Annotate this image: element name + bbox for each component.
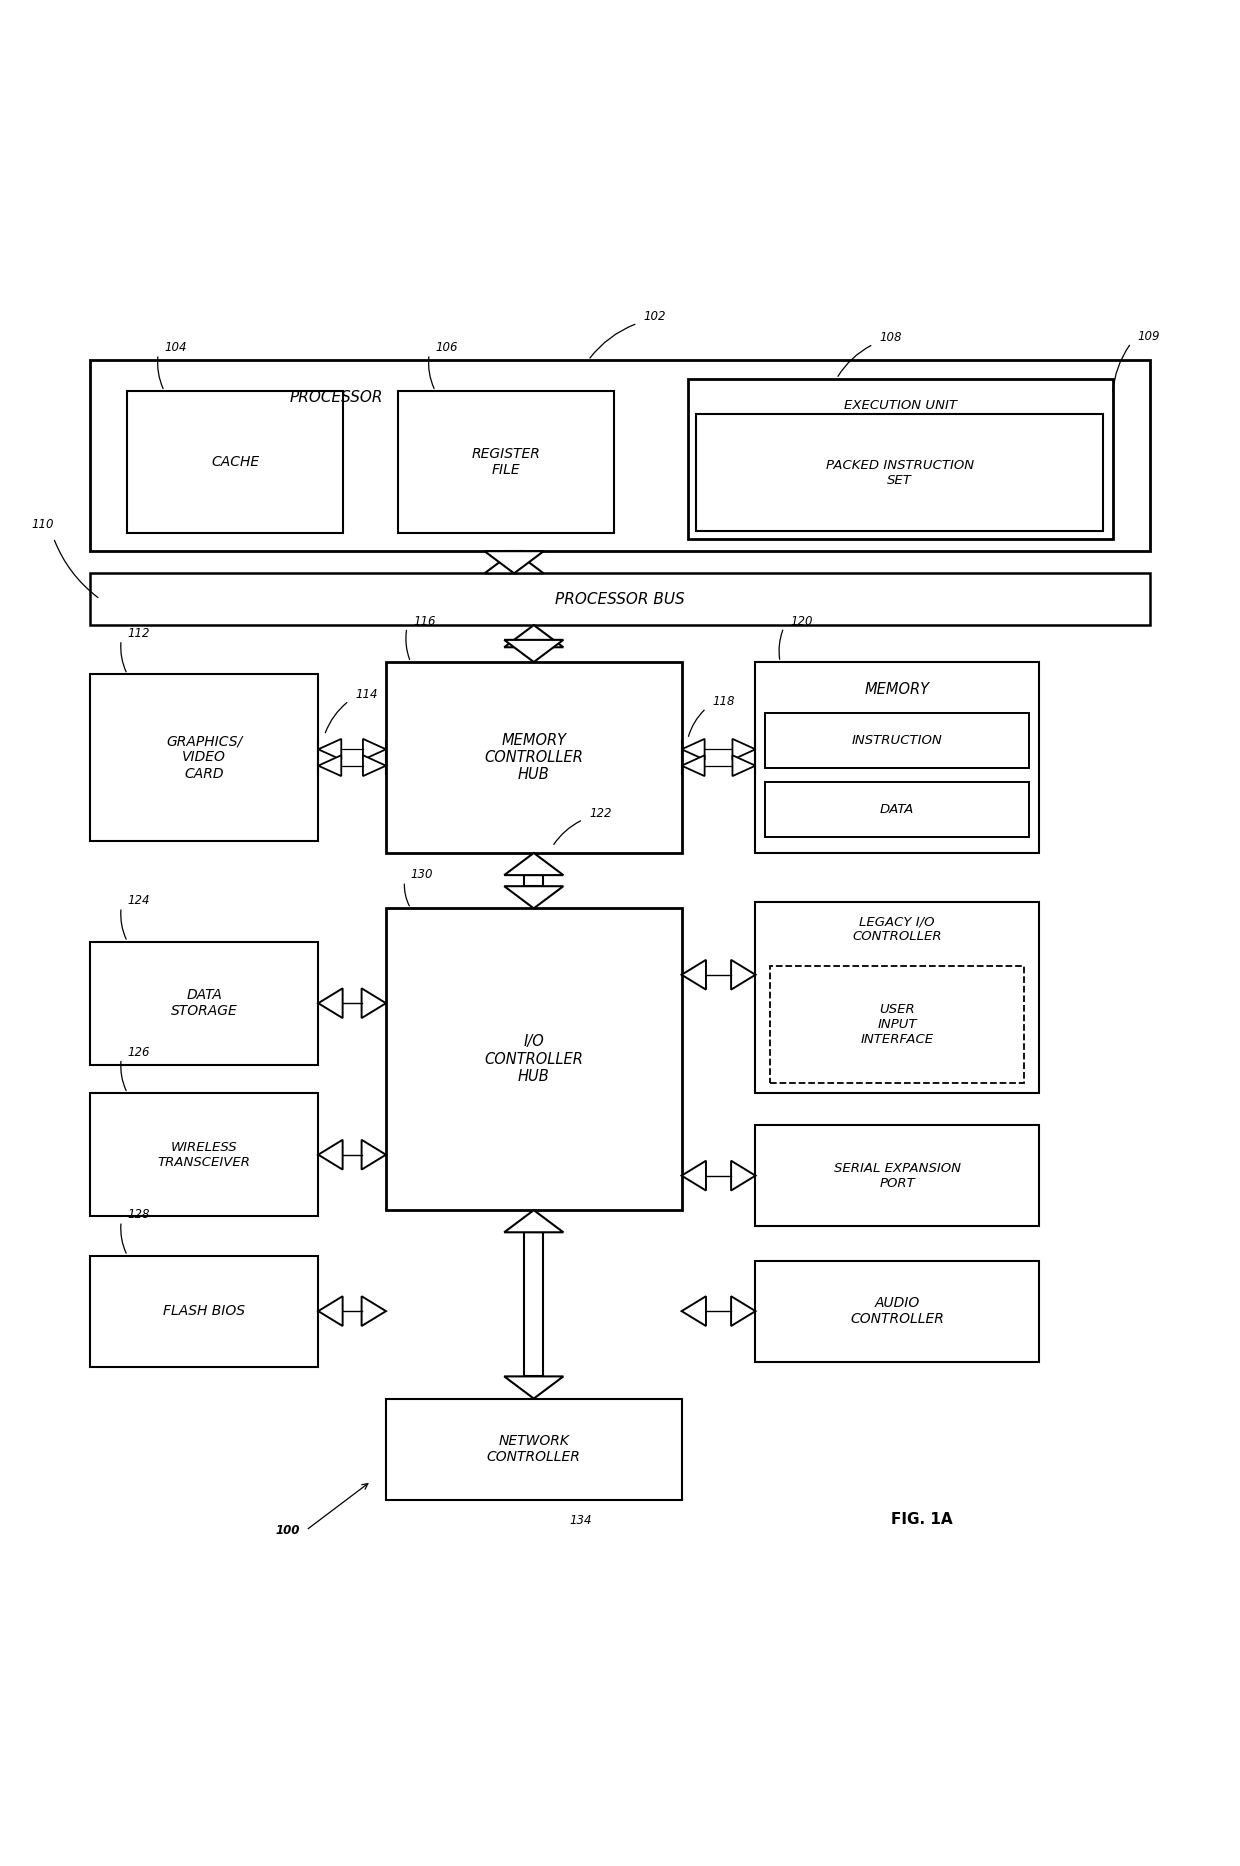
Polygon shape [319,739,341,759]
Polygon shape [505,1377,563,1400]
Polygon shape [319,1140,342,1170]
Text: FLASH BIOS: FLASH BIOS [164,1304,246,1317]
FancyBboxPatch shape [386,909,682,1211]
FancyBboxPatch shape [755,901,1039,1093]
Text: 110: 110 [31,519,53,532]
Text: FIG. 1A: FIG. 1A [892,1511,952,1526]
Text: 116: 116 [413,614,435,627]
FancyBboxPatch shape [765,713,1029,769]
FancyBboxPatch shape [688,379,1112,539]
Text: SERIAL EXPANSION
PORT: SERIAL EXPANSION PORT [833,1163,961,1191]
Text: 126: 126 [128,1045,150,1058]
Text: EXECUTION UNIT: EXECUTION UNIT [843,399,957,412]
Text: 114: 114 [355,689,378,702]
Text: PROCESSOR: PROCESSOR [290,390,383,405]
Text: 108: 108 [879,332,901,343]
Text: 104: 104 [164,341,187,355]
FancyBboxPatch shape [91,1093,319,1217]
FancyBboxPatch shape [755,1261,1039,1362]
Text: PROCESSOR BUS: PROCESSOR BUS [556,592,684,606]
Text: MEMORY
CONTROLLER
HUB: MEMORY CONTROLLER HUB [485,733,583,782]
Polygon shape [682,1161,706,1191]
Polygon shape [505,640,563,662]
Polygon shape [319,989,342,1019]
Text: 102: 102 [644,310,666,323]
FancyBboxPatch shape [386,1400,682,1500]
Polygon shape [505,625,563,648]
Polygon shape [682,959,706,989]
Text: CACHE: CACHE [211,455,259,468]
Text: 134: 134 [569,1513,591,1526]
Text: LEGACY I/O
CONTROLLER: LEGACY I/O CONTROLLER [852,916,942,944]
Text: MEMORY: MEMORY [864,681,930,696]
Polygon shape [362,989,386,1019]
Text: 109: 109 [1137,330,1159,343]
FancyBboxPatch shape [91,674,319,840]
Text: DATA
STORAGE: DATA STORAGE [171,989,238,1019]
Polygon shape [485,550,543,573]
FancyBboxPatch shape [770,967,1024,1084]
FancyBboxPatch shape [91,360,1149,550]
FancyBboxPatch shape [128,392,343,532]
Polygon shape [319,756,341,776]
Polygon shape [485,550,543,573]
Text: WIRELESS
TRANSCEIVER: WIRELESS TRANSCEIVER [157,1140,250,1168]
FancyBboxPatch shape [765,782,1029,838]
FancyBboxPatch shape [755,1125,1039,1226]
FancyBboxPatch shape [697,414,1102,532]
FancyBboxPatch shape [91,942,319,1065]
FancyBboxPatch shape [398,392,614,532]
FancyBboxPatch shape [525,1232,543,1377]
Polygon shape [732,1161,755,1191]
Text: 124: 124 [128,894,150,907]
Text: 122: 122 [589,806,611,819]
Text: 118: 118 [712,696,735,709]
Polygon shape [362,1297,386,1327]
Text: 106: 106 [435,341,458,355]
FancyBboxPatch shape [386,662,682,853]
Text: DATA: DATA [880,802,914,815]
Text: AUDIO
CONTROLLER: AUDIO CONTROLLER [851,1297,944,1327]
Polygon shape [733,739,755,759]
Text: 112: 112 [128,627,150,640]
Polygon shape [363,756,386,776]
Text: NETWORK
CONTROLLER: NETWORK CONTROLLER [487,1433,580,1465]
Polygon shape [363,739,386,759]
Polygon shape [362,1140,386,1170]
Polygon shape [505,853,563,875]
Polygon shape [732,959,755,989]
Polygon shape [505,1211,563,1232]
FancyBboxPatch shape [91,1256,319,1366]
Text: INSTRUCTION: INSTRUCTION [852,733,942,746]
FancyBboxPatch shape [755,662,1039,853]
Polygon shape [319,1297,342,1327]
Polygon shape [682,1297,706,1327]
Text: I/O
CONTROLLER
HUB: I/O CONTROLLER HUB [485,1034,583,1084]
Text: 128: 128 [128,1207,150,1220]
FancyBboxPatch shape [525,640,543,648]
Polygon shape [682,756,704,776]
Polygon shape [732,1297,755,1327]
Text: 100: 100 [275,1523,300,1536]
Polygon shape [682,739,704,759]
Text: USER
INPUT
INTERFACE: USER INPUT INTERFACE [861,1004,934,1047]
Text: 120: 120 [790,614,812,627]
FancyBboxPatch shape [525,875,543,886]
Polygon shape [733,756,755,776]
Text: 130: 130 [410,868,433,881]
FancyBboxPatch shape [91,573,1149,625]
Text: GRAPHICS/
VIDEO
CARD: GRAPHICS/ VIDEO CARD [166,735,242,780]
FancyBboxPatch shape [505,550,523,573]
Text: PACKED INSTRUCTION
SET: PACKED INSTRUCTION SET [826,459,973,487]
Polygon shape [505,886,563,909]
Text: REGISTER
FILE: REGISTER FILE [471,446,541,478]
